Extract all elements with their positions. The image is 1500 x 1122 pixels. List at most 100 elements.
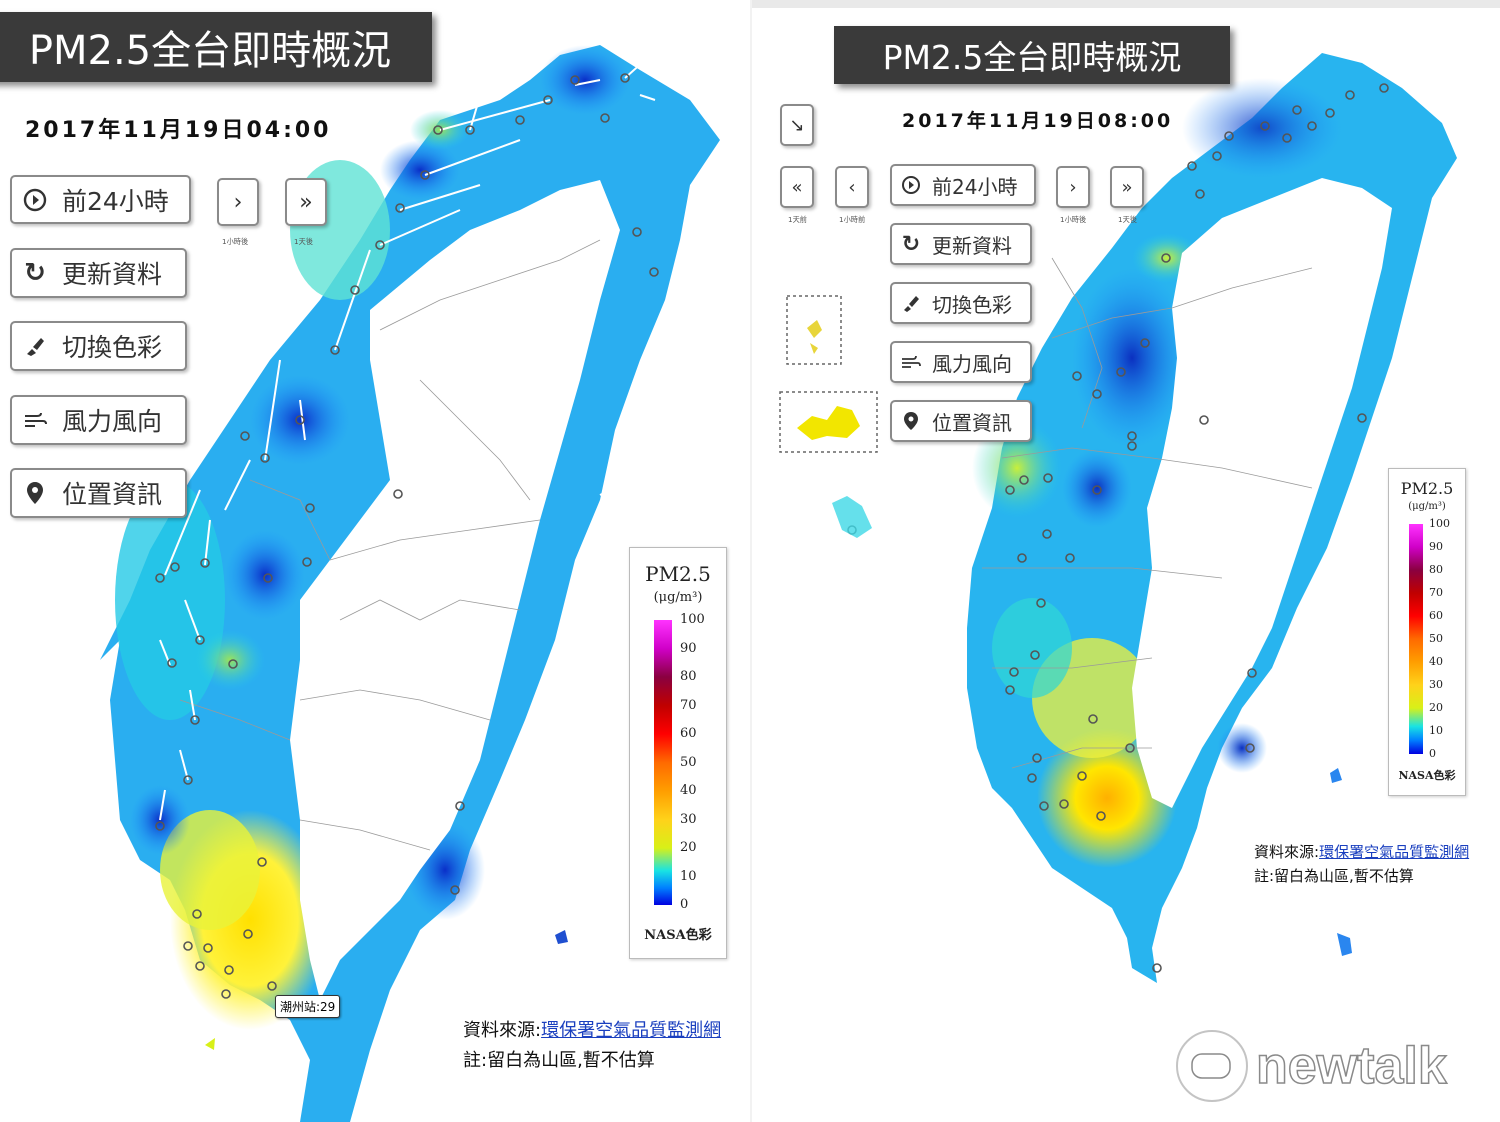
newtalk-logo-icon [1173, 1027, 1251, 1105]
refresh-data-button-right[interactable]: ↻ 更新資料 [890, 223, 1032, 265]
switch-color-button-right[interactable]: 切換色彩 [890, 282, 1032, 324]
next-hour-button[interactable]: › [217, 178, 259, 226]
prev-day-button[interactable]: « [780, 166, 814, 208]
next-day-caption: 1天後 [294, 238, 313, 247]
newtalk-watermark: newtalk [1172, 1026, 1447, 1106]
double-chevron-left-icon: « [791, 176, 803, 198]
legend-tick-10: 10 [1429, 724, 1443, 738]
legend-tick-20: 20 [680, 840, 697, 856]
data-source-right: 資料來源:環保署空氣品質監測網 [1254, 841, 1469, 862]
legend-tick-90: 90 [680, 640, 697, 656]
title-text-right: PM2.5全台即時概況 [882, 38, 1182, 77]
newtalk-wordmark: newtalk [1255, 1036, 1447, 1096]
note-text: 註:留白為山區,暫不估算 [463, 1050, 655, 1071]
switch-color-label: 切換色彩 [62, 333, 163, 362]
map-pin-icon [22, 481, 48, 505]
legend-tick-10: 10 [680, 868, 697, 884]
paint-brush-icon [22, 334, 48, 358]
station-value-tooltip: 潮州站:29 [275, 995, 341, 1018]
prev-hour-caption: 1小時前 [839, 216, 866, 225]
county-borders [179, 239, 601, 851]
moderate-pm-area [160, 810, 260, 930]
legend-tick-80: 80 [1429, 563, 1443, 577]
wind-direction-button[interactable]: 風力風向 [10, 395, 187, 445]
prev-24-hours-button[interactable]: 前24小時 [10, 175, 191, 224]
right-map-canvas [779, 53, 1457, 983]
page-title-right: PM2.5全台即時概況 [834, 26, 1230, 84]
note-text-right: 註:留白為山區,暫不估算 [1254, 867, 1414, 885]
switch-color-button[interactable]: 切換色彩 [10, 321, 187, 371]
chevron-right-icon: › [1069, 176, 1077, 198]
matsu-islands-box [786, 295, 842, 365]
left-map-canvas [100, 19, 720, 1122]
wind-direction-label: 風力風向 [62, 407, 163, 436]
legend-tick-50: 50 [680, 754, 697, 770]
wind-arrows [159, 19, 691, 1116]
next-hour-button-right[interactable]: › [1056, 166, 1090, 208]
pm25-legend: PM2.5 (μg/m³) 100 90 80 70 60 50 40 30 20 10 0 NAS… [629, 547, 727, 959]
switch-color-label-right: 切換色彩 [932, 292, 1012, 317]
orchid-island [1337, 933, 1352, 956]
location-info-label-right: 位置資訊 [932, 410, 1012, 435]
paint-brush-icon [900, 293, 922, 313]
legend-tick-20: 20 [1429, 701, 1443, 715]
legend-tick-40: 40 [680, 783, 697, 799]
map-pin-icon [900, 411, 922, 431]
observation-datetime-right: 2017年11月19日08:00 [902, 110, 1174, 132]
penghu-islands [832, 496, 872, 538]
data-source: 資料來源:環保署空氣品質監測網 [463, 1016, 721, 1042]
next-day-caption-right: 1天後 [1118, 216, 1137, 225]
legend-color-bar [654, 620, 672, 905]
legend-title: PM2.5 [645, 562, 711, 586]
legend-tick-100: 100 [680, 612, 705, 628]
location-info-button-right[interactable]: 位置資訊 [890, 400, 1032, 442]
collapse-toggle-button[interactable]: ↘ [780, 104, 814, 146]
source-link[interactable]: 環保署空氣品質監測網 [541, 1020, 722, 1041]
legend-title-right: PM2.5 [1400, 479, 1454, 498]
refresh-icon: ↻ [24, 258, 46, 288]
double-chevron-right-icon: » [299, 189, 313, 215]
observation-datetime: 2017年11月19日04:00 [25, 118, 332, 143]
legend-tick-30: 30 [680, 811, 697, 827]
prev-day-caption: 1天前 [788, 216, 807, 225]
legend-scheme: NASA色彩 [644, 928, 712, 943]
arrow-down-right-icon: ↘ [789, 114, 805, 136]
next-hour-caption-right: 1小時後 [1060, 216, 1087, 225]
next-day-button[interactable]: » [285, 178, 327, 226]
legend-tick-100: 100 [1429, 517, 1450, 531]
refresh-data-label: 更新資料 [62, 260, 163, 289]
wind-direction-button-right[interactable]: 風力風向 [890, 341, 1032, 383]
play-circle-icon [900, 175, 922, 195]
prev-24-hours-button-right[interactable]: 前24小時 [890, 164, 1036, 206]
wind-icon [22, 410, 48, 430]
next-day-button-right[interactable]: » [1110, 166, 1144, 208]
legend-tick-70: 70 [680, 697, 697, 713]
chevron-left-icon: ‹ [848, 176, 856, 198]
island-small [555, 930, 568, 944]
prev-hour-button[interactable]: ‹ [835, 166, 869, 208]
left-map-panel: PM2.5全台即時概況 2017年11月19日04:00 前24小時 › 1小時… [0, 12, 727, 1122]
county-borders-right [982, 257, 1313, 769]
prev-24-hours-label: 前24小時 [62, 186, 169, 216]
legend-tick-70: 70 [1429, 586, 1443, 600]
location-info-button[interactable]: 位置資訊 [10, 468, 187, 518]
legend-tick-80: 80 [680, 669, 697, 685]
source-label-right: 資料來源: [1254, 843, 1320, 861]
refresh-data-button[interactable]: ↻ 更新資料 [10, 248, 187, 298]
source-link-right[interactable]: 環保署空氣品質監測網 [1319, 843, 1470, 861]
matsu-islands [807, 320, 822, 354]
green-island [1330, 768, 1342, 783]
legend-tick-90: 90 [1429, 540, 1443, 554]
prev-24-hours-label-right: 前24小時 [932, 174, 1018, 199]
chevron-right-icon: › [233, 189, 243, 215]
wind-icon [900, 354, 922, 370]
next-hour-caption: 1小時後 [222, 238, 249, 247]
legend-tick-30: 30 [1429, 678, 1443, 692]
mountain-unestimated-area [290, 180, 620, 1000]
mountain-unestimated-area-right [1132, 178, 1392, 808]
location-info-label: 位置資訊 [62, 480, 163, 509]
legend-tick-60: 60 [680, 726, 697, 742]
monitoring-stations [155, 73, 659, 999]
legend-scheme-right: NASA色彩 [1398, 769, 1456, 782]
pm25-legend-right: PM2.5 (μg/m³) 100 90 80 70 60 50 40 30 20 10 0 NAS… [1388, 468, 1466, 796]
